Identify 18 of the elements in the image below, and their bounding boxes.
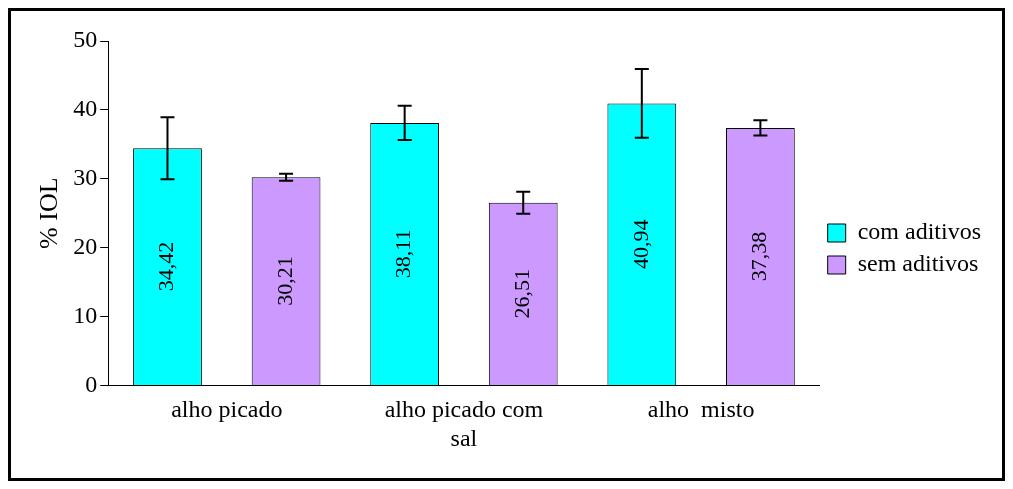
data-label: 30,21 — [271, 256, 297, 306]
y-axis-title: % IOL — [34, 177, 64, 249]
legend-label: sem aditivos — [857, 250, 979, 277]
y-tick-label: 0 — [85, 370, 98, 397]
y-tick-label: 20 — [73, 232, 98, 259]
x-tick-label: alho misto — [647, 396, 755, 423]
y-tick-label: 30 — [73, 164, 98, 191]
data-label: 40,94 — [627, 219, 653, 269]
data-label: 38,11 — [390, 229, 416, 279]
y-tick-label: 50 — [73, 26, 98, 53]
x-tick-label: alho picado com sal — [384, 396, 544, 451]
x-tick-label: alho picado — [171, 396, 283, 423]
data-label: 37,38 — [746, 231, 772, 282]
data-label: 34,42 — [153, 241, 179, 292]
data-label: 26,51 — [509, 269, 535, 319]
legend-label: com aditivos — [857, 218, 982, 245]
y-tick-label: 10 — [73, 301, 98, 328]
y-tick-label: 40 — [73, 95, 98, 122]
